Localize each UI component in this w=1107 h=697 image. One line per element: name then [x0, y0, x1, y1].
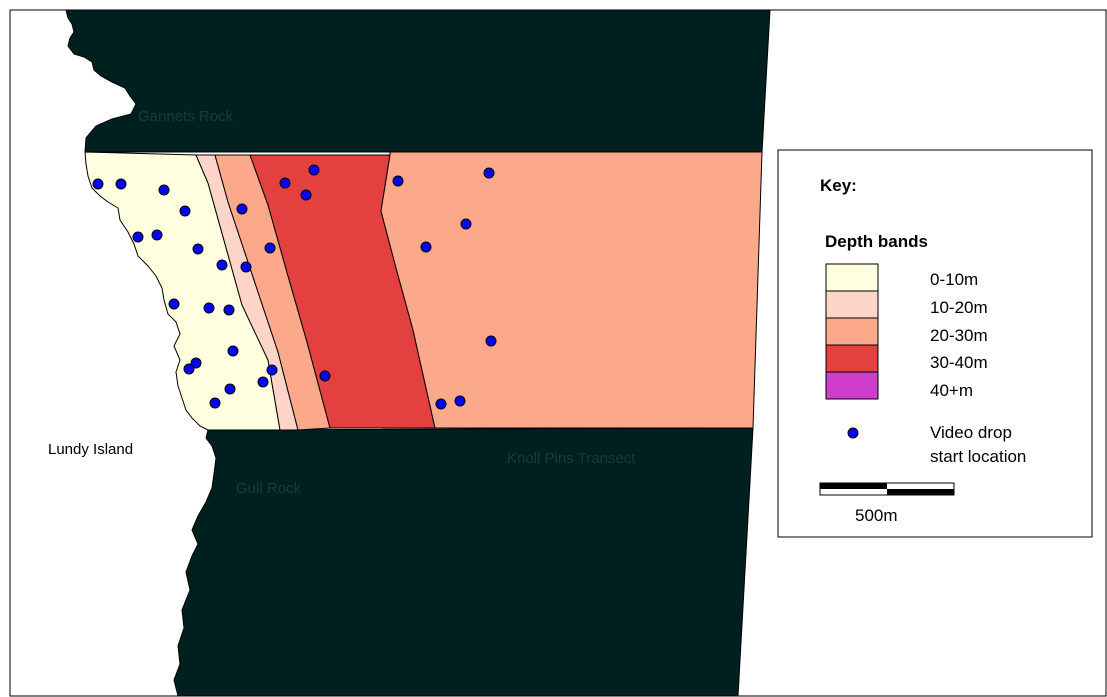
video-drop-point	[151, 229, 163, 241]
video-drop-point	[420, 241, 432, 253]
video-drop-point	[279, 177, 291, 189]
video-drop-point	[300, 189, 312, 201]
legend-swatch-0	[825, 263, 879, 292]
legend-label-0: 0-10m	[930, 270, 978, 289]
video-drop-points	[92, 164, 497, 410]
video-drop-point	[264, 242, 276, 254]
video-drop-point	[454, 395, 466, 407]
lundy-island-label: Lundy Island	[48, 441, 133, 458]
video-drop-point	[319, 370, 331, 382]
video-drop-point	[392, 175, 404, 187]
video-drop-point	[483, 167, 495, 179]
video-drop-point	[158, 184, 170, 196]
band-20-30m-outer	[380, 151, 763, 429]
video-drop-point	[485, 335, 497, 347]
video-drop-point	[203, 302, 215, 314]
legend-label-3: 30-40m	[930, 353, 988, 372]
south-landmass	[173, 427, 754, 697]
video-drop-point	[240, 261, 252, 273]
legend-label-1: 10-20m	[930, 298, 988, 317]
video-drop-point	[227, 345, 239, 357]
band-0-10m	[84, 151, 281, 431]
video-drop-point	[236, 203, 248, 215]
legend-swatch-1	[825, 290, 879, 319]
video-drop-point	[183, 363, 195, 375]
legend-swatch-4	[825, 371, 879, 400]
legend-dot-icon	[847, 427, 859, 439]
legend-video-drop-line1: Video drop	[930, 423, 1012, 442]
video-drop-point	[92, 178, 104, 190]
video-drop-point	[216, 259, 228, 271]
video-drop-point	[190, 357, 202, 369]
legend-label-2: 20-30m	[930, 326, 988, 345]
video-drop-point	[460, 218, 472, 230]
video-drop-point	[266, 364, 278, 376]
legend-label-4: 40+m	[930, 381, 973, 400]
video-drop-point	[132, 231, 144, 243]
video-drop-point	[209, 397, 221, 409]
video-drop-point	[435, 398, 447, 410]
depth-bands-title: Depth bands	[825, 232, 928, 251]
video-drop-point	[224, 383, 236, 395]
video-drop-point	[168, 298, 180, 310]
key-panel: Key: Depth bands 0-10m 10-20m 20-30m 30-…	[777, 149, 1093, 538]
transect-label: Knoll Pins Transect	[507, 450, 636, 467]
legend-swatch-3	[825, 344, 879, 373]
gull-rock-label: Gull Rock	[236, 480, 302, 497]
video-drop-point	[115, 178, 127, 190]
gannets-rock-label: Gannets Rock	[138, 108, 234, 125]
video-drop-point	[179, 205, 191, 217]
scale-label: 500m	[855, 506, 898, 525]
key-title: Key:	[820, 176, 857, 195]
north-landmass	[65, 9, 771, 153]
video-drop-point	[223, 304, 235, 316]
scale-bar	[819, 482, 955, 496]
legend-video-drop-line2: start location	[930, 447, 1026, 466]
video-drop-point	[308, 164, 320, 176]
video-drop-point	[257, 376, 269, 388]
video-drop-point	[192, 243, 204, 255]
legend-swatch-2	[825, 317, 879, 346]
